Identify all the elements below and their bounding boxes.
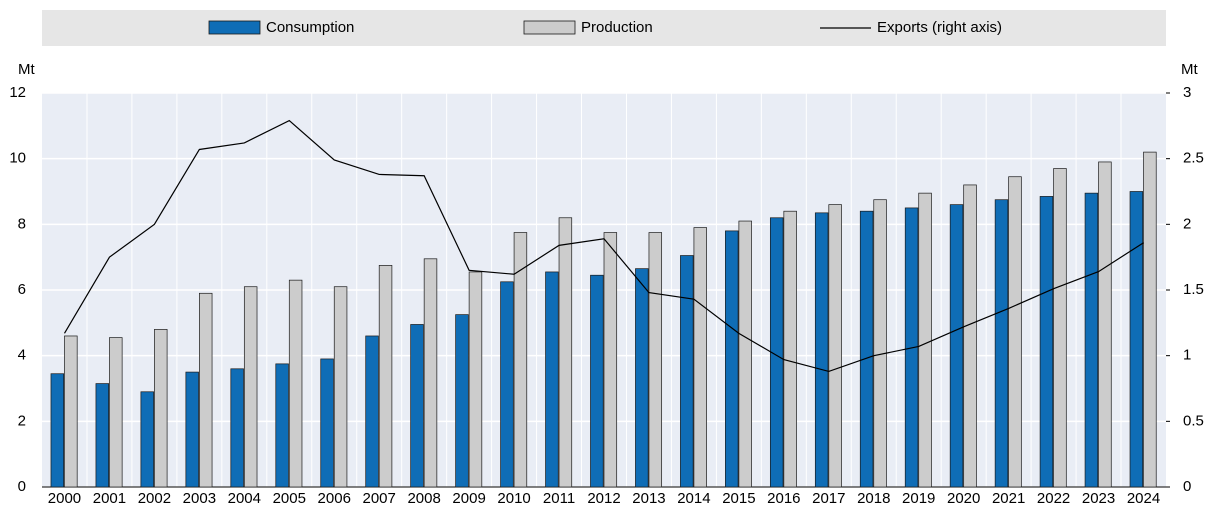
y-tick-label: 4 bbox=[18, 347, 26, 364]
bar bbox=[1084, 192, 1099, 488]
x-tick-label: 2022 bbox=[1037, 490, 1070, 507]
x-tick-label: 2010 bbox=[497, 490, 530, 507]
x-tick-label: 2020 bbox=[947, 490, 980, 507]
legend-swatch bbox=[208, 20, 261, 35]
bar bbox=[949, 204, 964, 488]
bar bbox=[783, 210, 797, 488]
bar bbox=[154, 329, 168, 488]
bar bbox=[455, 314, 469, 488]
bar bbox=[859, 210, 874, 488]
y2-tick-label: 1 bbox=[1183, 347, 1191, 364]
y2-tick-label: 0.5 bbox=[1183, 412, 1204, 429]
y-tick-label: 10 bbox=[9, 150, 26, 167]
x-tick-label: 2006 bbox=[318, 490, 351, 507]
legend-label: Consumption bbox=[266, 19, 354, 36]
bar bbox=[320, 358, 334, 488]
bar bbox=[95, 383, 109, 488]
bar bbox=[648, 232, 663, 488]
bar bbox=[333, 286, 348, 488]
bar bbox=[725, 230, 739, 488]
y2-tick-label: 2.5 bbox=[1183, 150, 1204, 167]
bar bbox=[738, 220, 752, 488]
y-tick-label: 2 bbox=[18, 412, 26, 429]
bar bbox=[814, 212, 829, 488]
legend-swatch bbox=[523, 20, 576, 35]
bar bbox=[185, 371, 199, 488]
bar bbox=[288, 279, 303, 488]
legend-label: Exports (right axis) bbox=[877, 19, 1002, 36]
x-tick-label: 2023 bbox=[1082, 490, 1115, 507]
bar bbox=[378, 265, 393, 488]
bar bbox=[109, 337, 123, 488]
x-tick-label: 2012 bbox=[587, 490, 620, 507]
bar bbox=[1129, 191, 1144, 488]
bar bbox=[635, 268, 649, 488]
bar bbox=[468, 271, 483, 488]
bar bbox=[410, 324, 424, 488]
x-tick-label: 2024 bbox=[1127, 490, 1160, 507]
y-tick-label: 0 bbox=[18, 478, 26, 495]
bar bbox=[50, 373, 65, 488]
y-tick-label: 6 bbox=[18, 281, 26, 298]
x-tick-label: 2007 bbox=[363, 490, 396, 507]
bar bbox=[423, 258, 438, 488]
bar bbox=[590, 274, 604, 488]
y-axis-label: Mt bbox=[18, 61, 35, 78]
y2-tick-label: 2 bbox=[1183, 215, 1191, 232]
bar bbox=[199, 292, 213, 488]
x-tick-label: 2017 bbox=[812, 490, 845, 507]
x-tick-label: 2011 bbox=[543, 490, 575, 507]
bar bbox=[230, 368, 244, 488]
x-tick-label: 2008 bbox=[407, 490, 440, 507]
x-tick-label: 2021 bbox=[992, 490, 1025, 507]
x-tick-label: 2009 bbox=[452, 490, 485, 507]
x-tick-label: 2016 bbox=[767, 490, 800, 507]
bar bbox=[513, 232, 528, 488]
bar bbox=[680, 255, 694, 488]
bar bbox=[963, 184, 977, 488]
x-tick-label: 2001 bbox=[93, 490, 126, 507]
legend-label: Production bbox=[581, 19, 653, 36]
bar bbox=[1143, 151, 1157, 488]
bar bbox=[243, 286, 258, 488]
line bbox=[63, 119, 1144, 373]
x-tick-label: 2000 bbox=[48, 490, 81, 507]
bar bbox=[365, 335, 379, 488]
bar bbox=[918, 192, 932, 488]
y-tick-label: 12 bbox=[9, 84, 26, 101]
y2-tick-label: 3 bbox=[1183, 84, 1191, 101]
bar bbox=[1098, 161, 1112, 488]
bar bbox=[140, 391, 154, 488]
y2-tick-label: 0 bbox=[1183, 478, 1191, 495]
bar bbox=[1053, 168, 1067, 488]
y2-tick-label: 1.5 bbox=[1183, 281, 1204, 298]
x-tick-label: 2002 bbox=[138, 490, 171, 507]
bar bbox=[994, 199, 1009, 488]
bar bbox=[500, 281, 514, 488]
x-tick-label: 2013 bbox=[632, 490, 665, 507]
y2-axis-label: Mt bbox=[1181, 61, 1198, 78]
bar bbox=[828, 204, 842, 488]
bar bbox=[693, 227, 707, 488]
bar bbox=[873, 199, 887, 488]
bar bbox=[275, 363, 289, 488]
bar bbox=[1008, 176, 1022, 488]
bar bbox=[603, 232, 618, 488]
y-tick-label: 8 bbox=[18, 215, 26, 232]
x-tick-label: 2019 bbox=[902, 490, 935, 507]
bar bbox=[1039, 196, 1054, 488]
bar bbox=[545, 271, 559, 488]
bar bbox=[64, 335, 78, 488]
x-tick-label: 2015 bbox=[722, 490, 755, 507]
x-tick-label: 2003 bbox=[183, 490, 216, 507]
x-tick-label: 2018 bbox=[857, 490, 890, 507]
x-tick-label: 2005 bbox=[273, 490, 306, 507]
x-tick-label: 2004 bbox=[228, 490, 261, 507]
bar bbox=[558, 217, 573, 488]
x-tick-label: 2014 bbox=[677, 490, 710, 507]
